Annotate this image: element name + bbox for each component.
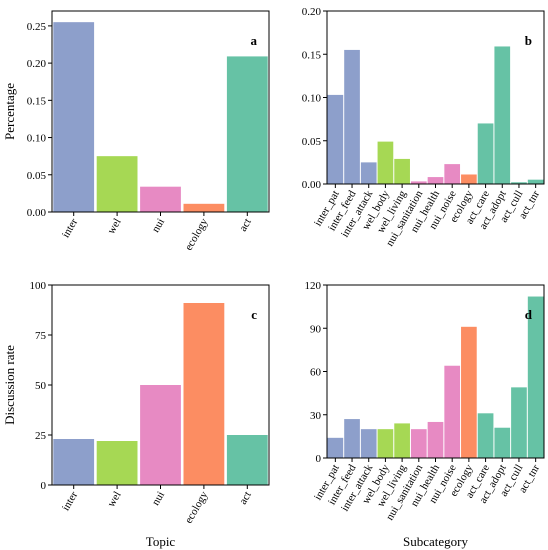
y-tick-label-d: 60 xyxy=(310,367,322,379)
bar-d-act_tnr xyxy=(527,296,544,458)
bar-d-ecology xyxy=(461,326,477,458)
panel-c: 0 25 50 75 100 inter wel nui ecology act c Discussi… xyxy=(2,280,270,549)
bar-d-act_adopt xyxy=(494,427,511,458)
x-tick-label-c: act xyxy=(237,490,254,507)
bar-d-nui_noise xyxy=(444,365,461,458)
bar-d-wel_living xyxy=(394,423,410,458)
y-tick-label-c: 25 xyxy=(35,430,47,442)
y-tick-label-a: 0.05 xyxy=(27,170,47,182)
y-tick-label-a: 0.10 xyxy=(27,133,47,145)
bar-d-nui_health xyxy=(427,421,444,458)
bar-b-act_care xyxy=(477,123,494,184)
bar-b-nui_noise xyxy=(444,164,461,184)
y-tick-label-b: 0.05 xyxy=(302,136,322,148)
bar-b-nui_health xyxy=(427,177,444,184)
bar-d-act_cull xyxy=(511,387,527,458)
bar-b-ecology xyxy=(461,174,477,184)
y-tick-label-d: 120 xyxy=(305,280,322,292)
bar-c-wel xyxy=(96,441,138,485)
bar-b-inter_pat xyxy=(327,94,344,184)
bar-b-wel_living xyxy=(394,158,410,184)
y-tick-label-b: 0.00 xyxy=(302,179,322,191)
bar-d-act_care xyxy=(477,413,494,458)
x-tick-label-c: inter xyxy=(60,489,81,513)
bar-a-inter xyxy=(53,22,95,212)
x-tick-label-c: wel xyxy=(105,490,123,510)
panel-label-c: c xyxy=(251,307,257,322)
y-tick-label-a: 0.15 xyxy=(27,95,47,107)
bar-b-act_tnr xyxy=(527,179,544,184)
panel-a: 0.00 0.05 0.10 0.15 0.20 0.25 inter wel nui ecolo… xyxy=(2,10,270,253)
bar-a-ecology xyxy=(183,203,225,212)
y-tick-label-a: 0.25 xyxy=(27,21,47,33)
y-tick-label-b: 0.20 xyxy=(302,6,322,18)
y-tick-label-d: 30 xyxy=(310,410,322,422)
bar-d-inter_feed xyxy=(344,419,360,458)
y-axis-label-c: Discussion rate xyxy=(2,345,17,425)
y-tick-label-c: 75 xyxy=(35,330,47,342)
y-tick-label-a: 0.00 xyxy=(27,207,47,219)
bar-d-wel_body xyxy=(377,429,394,458)
bar-b-inter_attack xyxy=(360,162,377,184)
bar-a-wel xyxy=(96,156,138,212)
x-tick-label-a: wel xyxy=(105,217,123,237)
bar-d-inter_attack xyxy=(360,429,377,458)
bar-c-act xyxy=(226,435,268,485)
x-tick-label-c: ecology xyxy=(183,489,211,526)
bar-d-inter_pat xyxy=(327,437,344,458)
panel-d: 0306090120inter_patinter_feedinter_attac… xyxy=(305,280,545,549)
panel-label-d: d xyxy=(525,307,533,322)
bar-c-ecology xyxy=(183,303,225,485)
x-tick-label-a: inter xyxy=(60,216,81,240)
bar-c-inter xyxy=(53,439,95,485)
x-tick-label-a: nui xyxy=(150,217,167,235)
bar-c-nui xyxy=(140,385,181,485)
x-tick-label-a: ecology xyxy=(183,216,211,253)
bar-b-nui_sanitation xyxy=(410,181,427,184)
y-tick-label-c: 0 xyxy=(41,480,47,492)
bar-a-act xyxy=(226,56,268,213)
panel-b: 0.000.050.100.150.20inter_patinter_feedi… xyxy=(302,6,545,248)
bar-a-nui xyxy=(140,186,181,212)
bar-d-nui_sanitation xyxy=(410,429,427,458)
y-tick-label-d: 0 xyxy=(316,453,322,465)
bar-b-act_cull xyxy=(511,182,527,184)
y-axis-label-a: Percentage xyxy=(2,83,17,140)
x-tick-label-a: act xyxy=(237,216,254,233)
bar-b-wel_body xyxy=(377,141,394,184)
panel-label-b: b xyxy=(525,33,532,48)
x-axis-label-d: Subcategory xyxy=(403,534,468,549)
bar-b-act_adopt xyxy=(494,46,511,185)
bar-b-inter_feed xyxy=(344,49,360,184)
y-tick-label-b: 0.10 xyxy=(302,93,322,105)
panel-label-a: a xyxy=(251,33,258,48)
y-tick-label-d: 90 xyxy=(310,323,322,335)
y-tick-label-c: 100 xyxy=(30,280,47,292)
x-axis-label-c: Topic xyxy=(146,534,176,549)
x-tick-label-c: nui xyxy=(150,490,167,508)
y-tick-label-a: 0.20 xyxy=(27,58,47,70)
y-tick-label-c: 50 xyxy=(35,380,47,392)
y-tick-label-b: 0.15 xyxy=(302,49,322,61)
